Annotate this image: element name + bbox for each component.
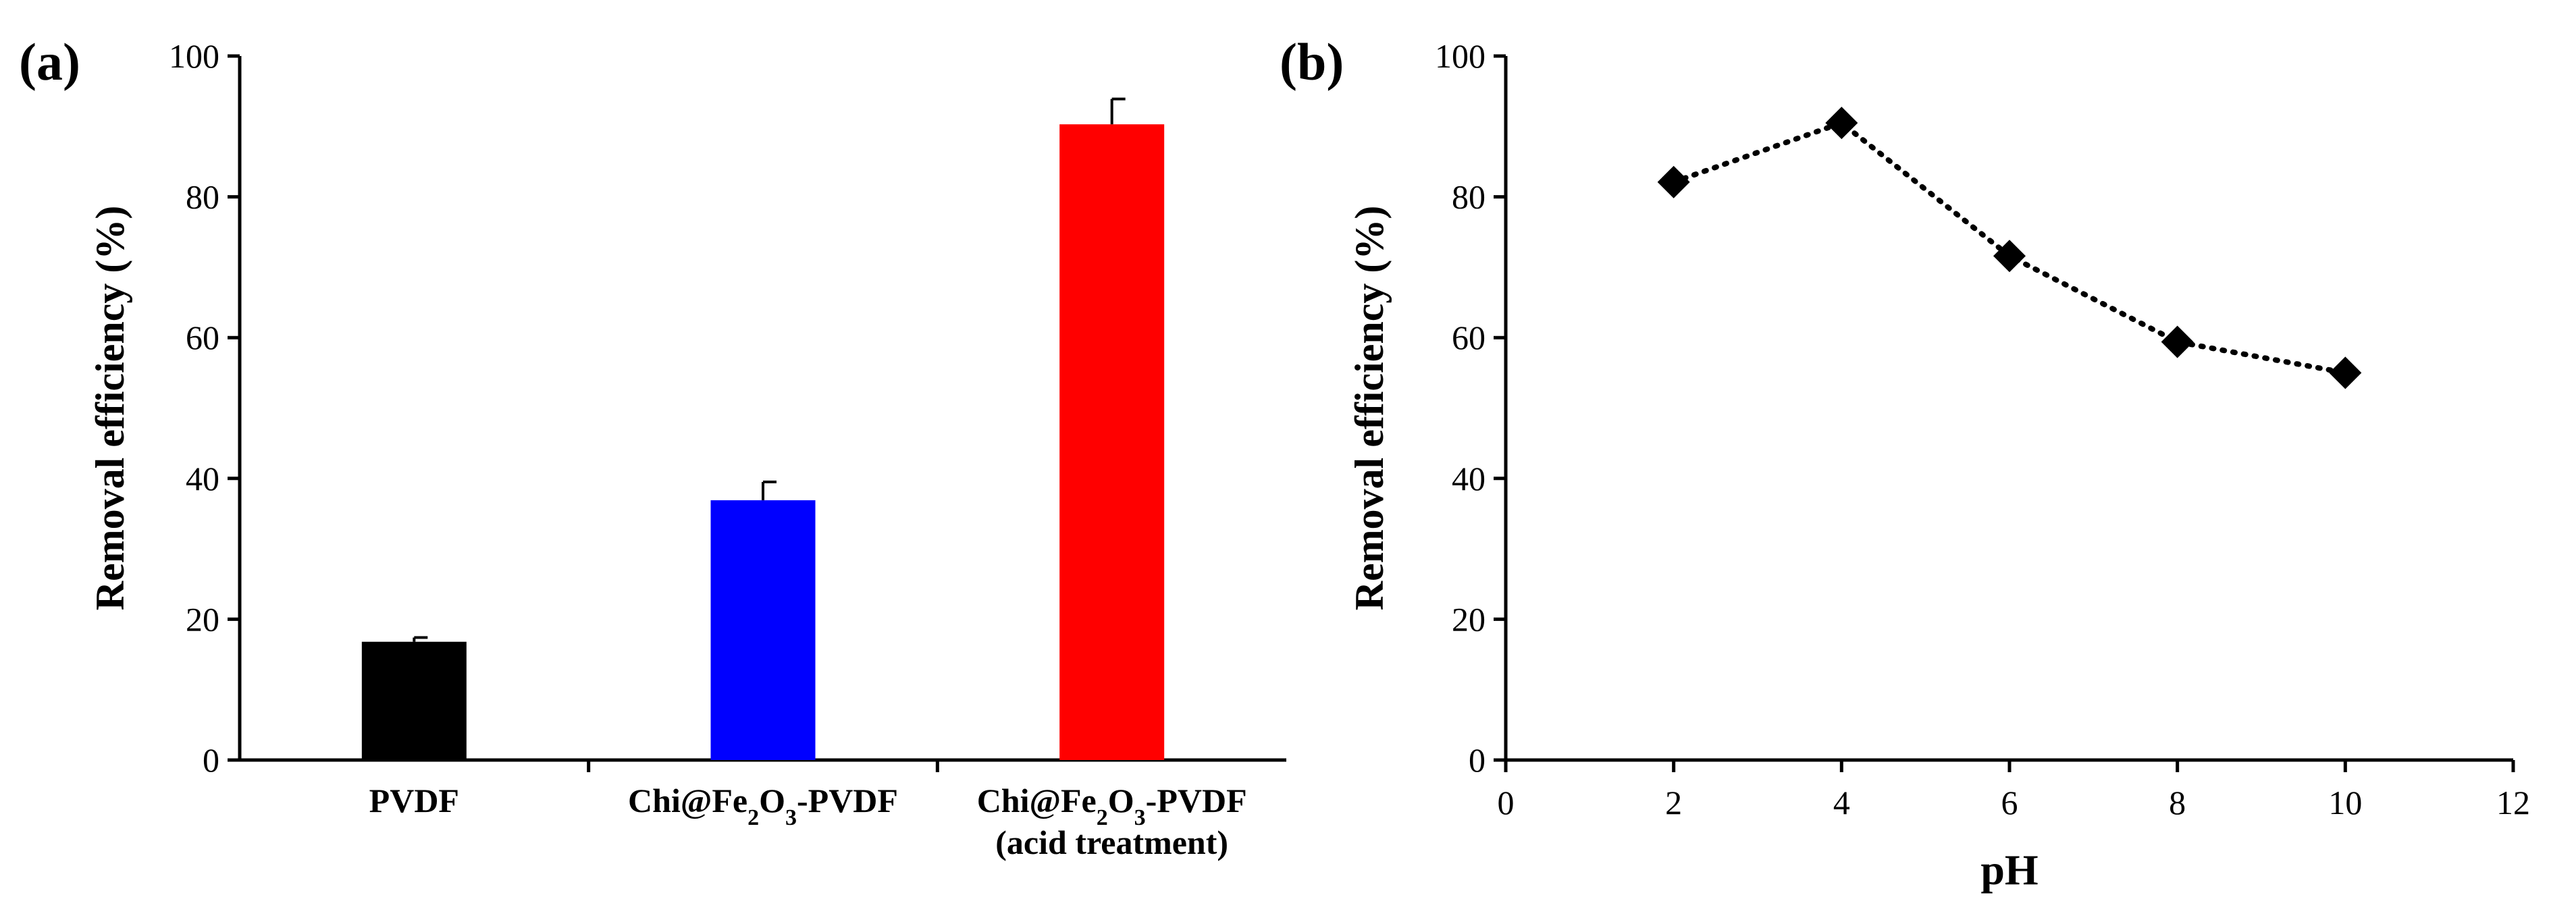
panel-b-y-axis-label: Removal efficiency (%)	[1347, 206, 1392, 611]
panel-b-data-point	[1825, 107, 1858, 140]
panel-b-data-point	[1657, 165, 1690, 198]
panel-a-y-axis-label: Removal efficiency (%)	[88, 206, 132, 611]
panel-b-data-point	[1993, 240, 2026, 273]
panel-a-label: (a)	[19, 32, 80, 91]
panel-b-line-chart: (b) Removal efficiency (%) pH 0204060801…	[1280, 32, 2530, 894]
panel-a-y-tick-label: 100	[169, 37, 219, 75]
panel-b-x-tick-label: 8	[2169, 784, 2186, 821]
bar-pvdf	[361, 641, 467, 760]
panel-a-y-tick-label: 20	[186, 600, 219, 638]
panel-b-y-tick-label: 80	[1452, 178, 1486, 216]
panel-b-y-tick-label: 100	[1435, 37, 1486, 75]
panel-b-y-tick-label: 40	[1452, 460, 1486, 497]
panel-a-y-tick-label: 80	[186, 178, 219, 216]
panel-b-x-tick-label: 12	[2496, 784, 2530, 821]
panel-a-category-label: Chi@Fe2O3-PVDF	[977, 782, 1247, 830]
panel-b-y-tick-label: 0	[1469, 741, 1486, 779]
panel-a-bar-chart: (a) Removal efficiency (%) 0 20 40 60 80 100 P…	[19, 32, 1286, 861]
panel-b-y-tick-label: 20	[1452, 600, 1486, 638]
bar-chi-fe2o3-pvdf-acid-treatment-	[1059, 124, 1165, 760]
panel-b-data-point	[2329, 356, 2362, 389]
panel-a-y-tick-label: 40	[186, 460, 219, 497]
panel-b-x-tick-label: 4	[1833, 784, 1850, 821]
panel-b-x-tick-label: 0	[1498, 784, 1515, 821]
panel-b-data-point	[2161, 325, 2194, 358]
panel-a-category-label: (acid treatment)	[995, 823, 1228, 861]
panel-a-category-label: PVDF	[369, 782, 459, 819]
panel-a-category-label: Chi@Fe2O3-PVDF	[628, 782, 898, 830]
panel-a-y-tick-label: 60	[186, 319, 219, 356]
bar-chi-fe2o3-pvdf	[710, 500, 816, 760]
panel-b-x-tick-label: 2	[1665, 784, 1682, 821]
panel-b-x-axis-label: pH	[1980, 846, 2038, 894]
panel-b-label: (b)	[1280, 32, 1344, 91]
panel-b-x-tick-label: 10	[2328, 784, 2362, 821]
panel-b-y-tick-label: 60	[1452, 319, 1486, 356]
panel-a-y-tick-label: 0	[203, 741, 219, 779]
panel-b-x-tick-label: 6	[2001, 784, 2018, 821]
